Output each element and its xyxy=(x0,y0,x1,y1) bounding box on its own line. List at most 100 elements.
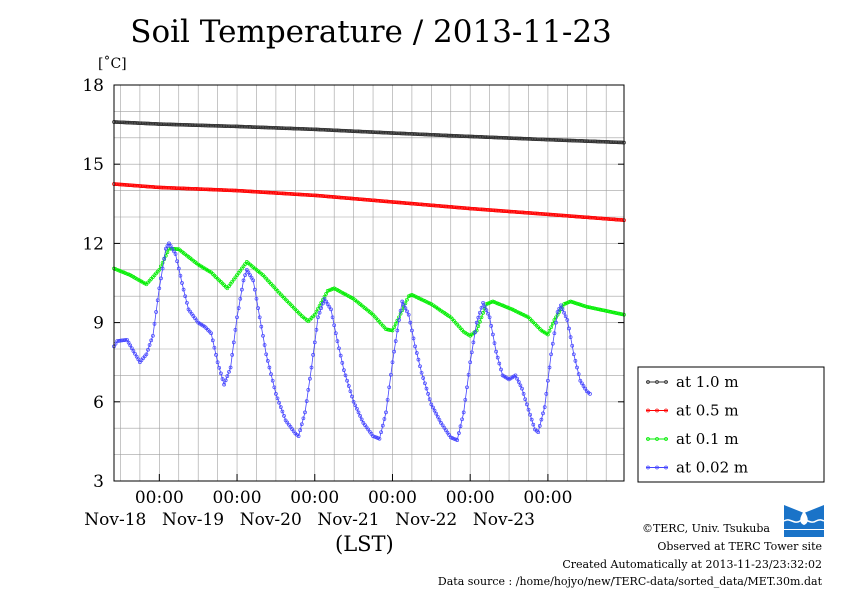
data-point xyxy=(408,320,413,325)
x-axis-label: (LST) xyxy=(335,532,394,556)
data-point xyxy=(180,281,184,285)
data-point xyxy=(265,359,270,363)
data-point xyxy=(552,331,557,336)
data-point xyxy=(155,298,160,303)
data-point xyxy=(264,352,269,357)
data-point xyxy=(403,306,408,310)
data-point xyxy=(379,430,383,435)
data-point xyxy=(170,246,175,251)
legend-marker xyxy=(646,408,650,413)
data-point xyxy=(435,414,440,419)
data-point xyxy=(554,315,558,320)
data-point xyxy=(167,241,171,246)
data-point xyxy=(385,397,390,402)
x-date-label: Nov-22 xyxy=(395,510,457,530)
data-point xyxy=(494,349,498,354)
data-point xyxy=(570,343,575,348)
data-point xyxy=(617,311,621,316)
data-point xyxy=(256,306,260,310)
data-point xyxy=(476,324,481,328)
data-point xyxy=(489,324,494,328)
data-point xyxy=(163,246,168,251)
data-point xyxy=(400,299,405,304)
data-point xyxy=(531,422,536,427)
data-point xyxy=(421,298,426,303)
data-point xyxy=(316,315,320,320)
data-point xyxy=(338,353,343,358)
data-point xyxy=(431,405,435,410)
x-tick-label: 00:00 xyxy=(523,488,572,508)
data-point xyxy=(473,330,477,335)
data-point xyxy=(460,417,464,422)
data-point xyxy=(437,417,442,422)
data-point xyxy=(523,397,528,402)
data-point xyxy=(380,423,385,428)
data-point xyxy=(526,407,531,412)
data-point xyxy=(241,278,246,283)
data-point xyxy=(516,380,521,384)
x-tick-label: 00:00 xyxy=(135,488,184,508)
legend-label: at 0.5 m xyxy=(676,402,739,420)
series-0 xyxy=(112,120,626,145)
data-point xyxy=(397,318,401,322)
y-tick-label: 18 xyxy=(82,76,104,96)
series-line xyxy=(114,121,625,143)
data-point xyxy=(259,324,264,329)
data-point xyxy=(568,335,573,339)
data-point xyxy=(236,306,241,310)
data-point xyxy=(377,436,382,441)
data-point xyxy=(175,259,179,264)
data-point xyxy=(528,412,532,417)
data-point xyxy=(251,278,256,283)
data-point xyxy=(562,310,566,315)
data-point xyxy=(392,349,396,354)
data-point xyxy=(387,328,392,332)
data-point xyxy=(398,308,403,313)
data-point xyxy=(546,378,550,383)
data-point xyxy=(301,416,306,421)
data-point xyxy=(345,378,349,383)
data-point xyxy=(424,386,429,391)
data-point xyxy=(447,433,451,437)
data-point xyxy=(607,309,612,314)
data-point xyxy=(346,384,351,388)
data-point xyxy=(544,392,549,396)
data-point xyxy=(243,273,247,277)
data-point xyxy=(581,384,586,388)
data-point xyxy=(308,376,312,381)
data-point xyxy=(123,338,128,342)
data-point xyxy=(322,296,327,301)
data-point xyxy=(327,304,332,309)
data-point xyxy=(482,304,487,309)
data-point xyxy=(240,287,244,292)
data-point xyxy=(484,308,489,312)
data-point xyxy=(491,332,495,337)
data-point xyxy=(123,271,128,275)
data-point xyxy=(115,339,120,343)
data-point xyxy=(278,405,283,409)
data-point xyxy=(244,267,249,272)
data-point xyxy=(389,372,393,377)
data-point xyxy=(172,249,176,254)
data-point xyxy=(133,351,137,356)
data-point xyxy=(384,410,388,415)
data-point xyxy=(319,300,324,305)
data-point xyxy=(277,400,281,405)
data-point xyxy=(220,377,225,381)
data-point xyxy=(465,385,469,390)
data-point xyxy=(589,305,594,310)
data-point xyxy=(546,332,550,337)
data-point xyxy=(565,318,570,322)
data-point xyxy=(555,310,560,314)
data-point xyxy=(332,323,337,328)
data-point xyxy=(311,353,315,357)
data-point xyxy=(419,370,424,375)
data-point xyxy=(405,309,409,314)
data-point xyxy=(269,372,273,376)
data-point xyxy=(563,314,568,319)
data-point xyxy=(499,367,503,372)
data-point xyxy=(253,287,257,292)
data-point xyxy=(183,294,188,299)
data-point xyxy=(210,338,215,343)
data-point xyxy=(387,385,392,390)
